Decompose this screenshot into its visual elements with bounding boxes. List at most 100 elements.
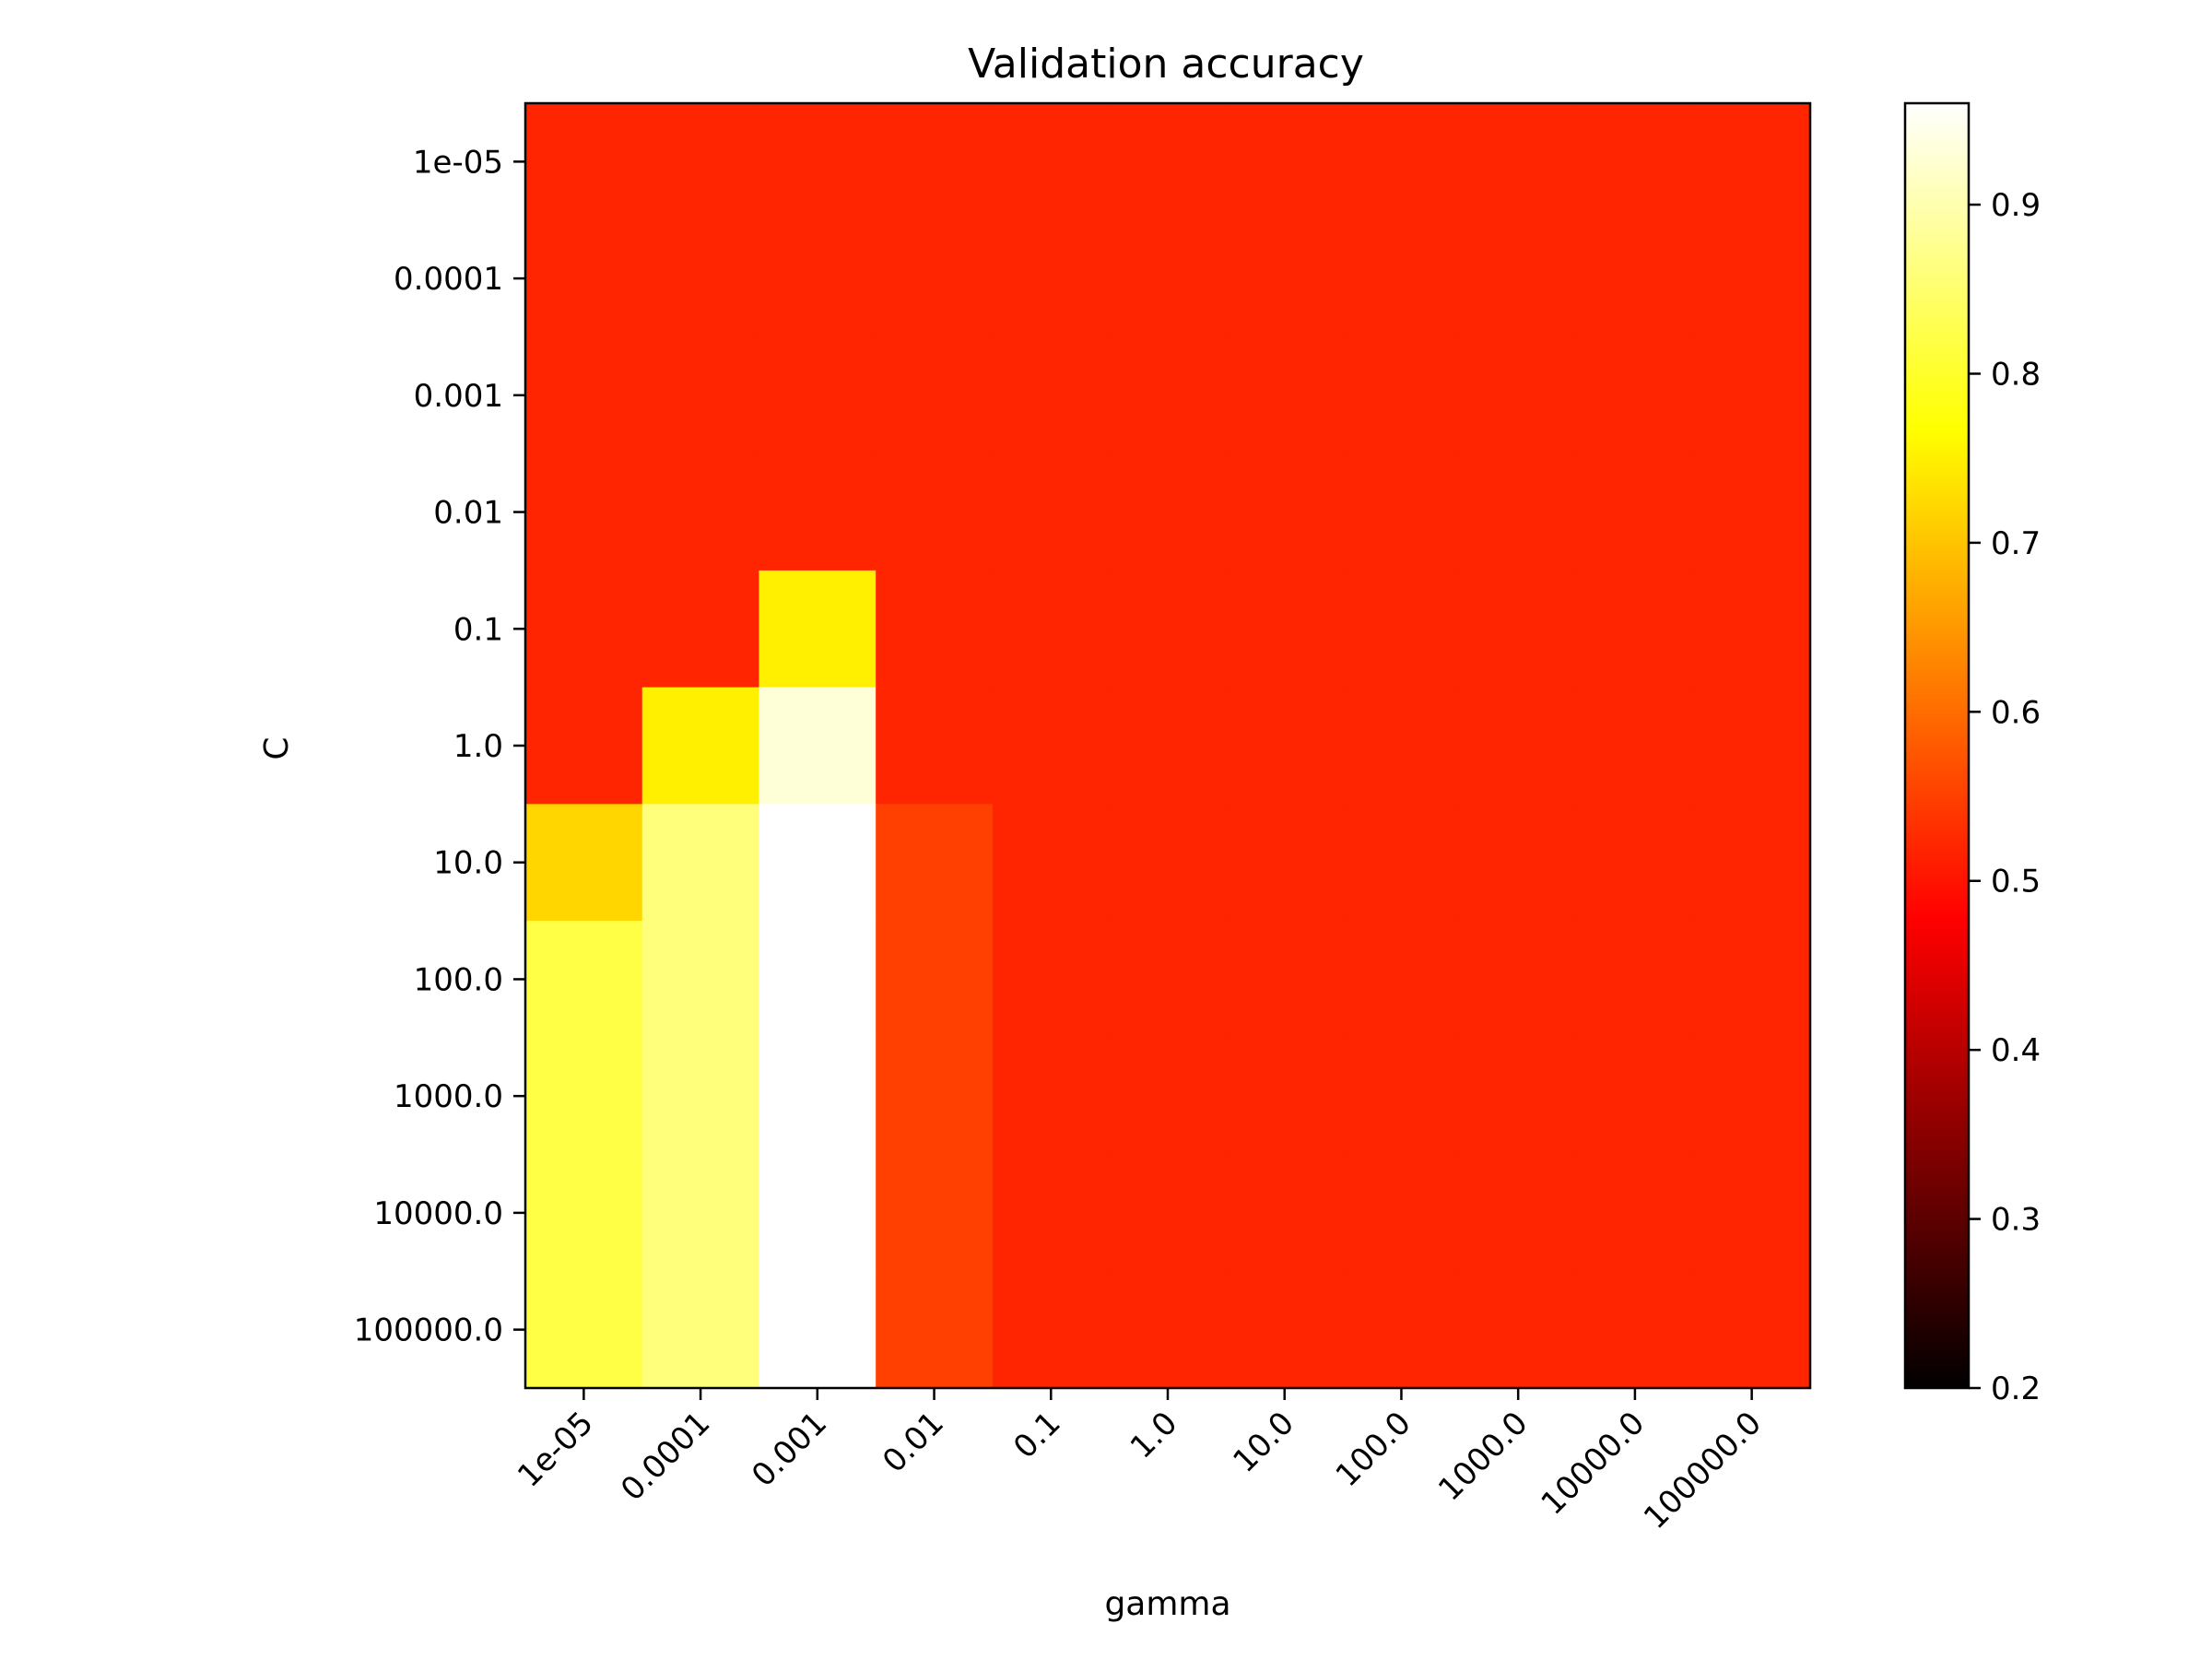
heatmap-cell bbox=[1693, 687, 1811, 805]
heatmap-cell bbox=[1693, 1154, 1811, 1272]
x-tick-label: 1e-05 bbox=[511, 1405, 601, 1495]
heatmap-cell bbox=[1576, 1154, 1694, 1272]
heatmap-cell bbox=[641, 453, 760, 571]
heatmap-cell bbox=[1226, 1271, 1344, 1389]
heatmap-cell bbox=[759, 336, 877, 454]
heatmap-cell bbox=[1693, 336, 1811, 454]
y-tick-label: 10000.0 bbox=[373, 1195, 503, 1232]
heatmap-cell bbox=[759, 219, 877, 338]
heatmap-cell bbox=[1343, 453, 1461, 571]
heatmap-cell bbox=[1109, 453, 1227, 571]
colorbar-tick-label: 0.3 bbox=[1991, 1202, 2041, 1239]
heatmap-cell bbox=[1576, 804, 1694, 922]
heatmap-cell bbox=[1459, 1271, 1578, 1389]
heatmap-cell bbox=[759, 1037, 877, 1156]
heatmap-cell bbox=[1693, 219, 1811, 338]
x-tick-label: 0.01 bbox=[876, 1405, 951, 1480]
x-tick-label: 100000.0 bbox=[1637, 1405, 1769, 1536]
heatmap-cell bbox=[1459, 687, 1578, 805]
heatmap-cell bbox=[1459, 921, 1578, 1039]
y-tick-label: 100.0 bbox=[414, 961, 503, 998]
heatmap-cell bbox=[1459, 453, 1578, 571]
x-tick-label: 10000.0 bbox=[1535, 1405, 1653, 1523]
y-tick-label: 1.0 bbox=[453, 728, 503, 765]
heatmap-cell bbox=[759, 921, 877, 1039]
heatmap-cell bbox=[876, 453, 994, 571]
x-tick-label: 0.1 bbox=[1006, 1405, 1068, 1466]
colorbar-tick-label: 0.8 bbox=[1991, 356, 2041, 393]
heatmap-cell bbox=[1693, 453, 1811, 571]
heatmap-cell bbox=[1576, 1271, 1694, 1389]
heatmap-cell bbox=[1459, 570, 1578, 688]
heatmap-cell bbox=[1459, 336, 1578, 454]
heatmap-cell bbox=[1343, 570, 1461, 688]
heatmap-cell bbox=[992, 103, 1111, 221]
heatmap-cell bbox=[1109, 1271, 1227, 1389]
heatmap-cell bbox=[1226, 921, 1344, 1039]
heatmap-cell bbox=[1343, 921, 1461, 1039]
heatmap-cell bbox=[1459, 103, 1578, 221]
heatmap-cell bbox=[641, 687, 760, 805]
x-tick-label: 1000.0 bbox=[1431, 1405, 1535, 1508]
y-tick-label: 0.0001 bbox=[394, 261, 503, 298]
heatmap-cell bbox=[641, 103, 760, 221]
heatmap-cell bbox=[876, 219, 994, 338]
heatmap-cell bbox=[525, 103, 643, 221]
heatmap-cell bbox=[1459, 1037, 1578, 1156]
x-axis-label: gamma bbox=[1104, 1585, 1230, 1623]
heatmap-cell bbox=[759, 103, 877, 221]
heatmap-cell bbox=[992, 570, 1111, 688]
y-axis-ticks: 1e-05 0.0001 0.001 0.01 0.1 1.0 10.0 100.0 1000.… bbox=[354, 144, 525, 1349]
heatmap-cell bbox=[876, 804, 994, 922]
heatmap-cell bbox=[1109, 687, 1227, 805]
x-axis-ticks: 1e-05 0.0001 0.001 0.01 0.1 1.0 10.0 100.0 1000.… bbox=[511, 1388, 1769, 1536]
heatmap-cell bbox=[876, 1271, 994, 1389]
heatmap-cell bbox=[641, 336, 760, 454]
heatmap-cell bbox=[759, 570, 877, 688]
heatmap-cell bbox=[1459, 1154, 1578, 1272]
y-tick-label: 0.01 bbox=[433, 495, 503, 532]
heatmap-cell bbox=[1109, 103, 1227, 221]
heatmap-cell bbox=[1109, 921, 1227, 1039]
heatmap-cell bbox=[1693, 103, 1811, 221]
heatmap-cell bbox=[641, 804, 760, 922]
y-tick-label: 0.001 bbox=[414, 378, 503, 415]
heatmap-cell bbox=[1576, 336, 1694, 454]
heatmap-cell bbox=[525, 1271, 643, 1389]
heatmap-cell bbox=[1226, 1037, 1344, 1156]
heatmap-cell bbox=[1109, 804, 1227, 922]
heatmap-cell bbox=[1343, 219, 1461, 338]
x-tick-label: 0.001 bbox=[745, 1405, 834, 1494]
heatmap-cell bbox=[1576, 219, 1694, 338]
colorbar-tick-label: 0.7 bbox=[1991, 525, 2041, 562]
heatmap-cell bbox=[525, 804, 643, 922]
heatmap-cell bbox=[525, 1037, 643, 1156]
heatmap-cell bbox=[759, 453, 877, 571]
heatmap-cell bbox=[1693, 1271, 1811, 1389]
heatmap-cell bbox=[1343, 103, 1461, 221]
colorbar-tick-label: 0.2 bbox=[1991, 1371, 2041, 1407]
heatmap-cell bbox=[641, 1037, 760, 1156]
heatmap-cell bbox=[759, 687, 877, 805]
x-tick-label: 1.0 bbox=[1124, 1405, 1185, 1466]
y-tick-label: 0.1 bbox=[453, 611, 503, 648]
chart-title: Validation accuracy bbox=[968, 41, 1364, 88]
heatmap-cell bbox=[1576, 1037, 1694, 1156]
heatmap-cell bbox=[525, 687, 643, 805]
heatmap-cell bbox=[525, 336, 643, 454]
heatmap-cell bbox=[876, 570, 994, 688]
colorbar bbox=[1903, 101, 1971, 1390]
heatmap-cell bbox=[641, 570, 760, 688]
heatmap-cell bbox=[1109, 336, 1227, 454]
heatmap-cell bbox=[876, 687, 994, 805]
x-tick-label: 0.0001 bbox=[614, 1405, 717, 1508]
heatmap-cell bbox=[1576, 687, 1694, 805]
heatmap-cell bbox=[1109, 219, 1227, 338]
heatmap-cell bbox=[1343, 687, 1461, 805]
heatmap-cell bbox=[1226, 103, 1344, 221]
heatmap-cell bbox=[876, 921, 994, 1039]
heatmap-cell bbox=[641, 921, 760, 1039]
heatmap-cell bbox=[1343, 1271, 1461, 1389]
heatmap-cell bbox=[1226, 687, 1344, 805]
